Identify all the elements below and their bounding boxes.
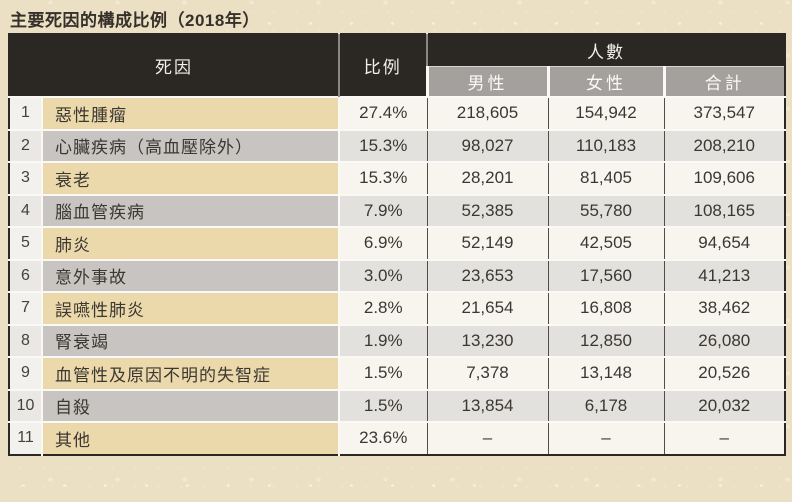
cause-cell: 血管性及原因不明的失智症 (41, 356, 339, 390)
table-row: 6 意外事故 3.0% 23,653 17,560 41,213 (9, 258, 785, 292)
cause-cell: 其他 (41, 421, 339, 455)
female-cell: 16,808 (547, 291, 664, 325)
total-cell: – (663, 421, 785, 455)
male-cell: 52,149 (426, 226, 548, 260)
cause-cell: 自殺 (41, 388, 339, 422)
table-row: 11 其他 23.6% – – – (9, 421, 785, 455)
ratio-cell: 23.6% (338, 421, 427, 455)
rank-cell: 6 (9, 258, 42, 292)
rank-cell: 5 (9, 226, 42, 260)
female-cell: 55,780 (547, 193, 664, 227)
cause-cell: 誤嚥性肺炎 (41, 291, 339, 325)
header-total: 合計 (662, 65, 785, 97)
rank-cell: 2 (9, 128, 42, 162)
rank-cell: 10 (9, 388, 42, 422)
header-count: 人數 (426, 34, 785, 66)
ratio-cell: 15.3% (338, 128, 427, 162)
cause-cell: 意外事故 (41, 258, 339, 292)
table-header: 死因 比例 人數 男性 女性 合計 (9, 34, 785, 97)
rank-cell: 11 (9, 421, 42, 455)
male-cell: 21,654 (426, 291, 548, 325)
male-cell: 218,605 (426, 96, 548, 130)
rank-cell: 3 (9, 161, 42, 195)
table-row: 7 誤嚥性肺炎 2.8% 21,654 16,808 38,462 (9, 291, 785, 325)
cause-cell: 惡性腫瘤 (41, 96, 339, 130)
ratio-cell: 6.9% (338, 226, 427, 260)
male-cell: – (426, 421, 548, 455)
header-female: 女性 (546, 65, 664, 97)
table-row: 5 肺炎 6.9% 52,149 42,505 94,654 (9, 226, 785, 260)
female-cell: 6,178 (547, 388, 664, 422)
table-row: 3 衰老 15.3% 28,201 81,405 109,606 (9, 161, 785, 195)
female-cell: 17,560 (547, 258, 664, 292)
rank-cell: 9 (9, 356, 42, 390)
male-cell: 13,854 (426, 388, 548, 422)
total-cell: 109,606 (663, 161, 785, 195)
page-title: 主要死因的構成比例（2018年） (10, 11, 260, 30)
ratio-cell: 15.3% (338, 161, 427, 195)
table-row: 1 惡性腫瘤 27.4% 218,605 154,942 373,547 (9, 96, 785, 130)
table-row: 4 腦血管疾病 7.9% 52,385 55,780 108,165 (9, 193, 785, 227)
mortality-table: 死因 比例 人數 男性 女性 合計 1 惡性腫瘤 27.4% 218,605 154,9… (8, 33, 786, 456)
male-cell: 52,385 (426, 193, 548, 227)
ratio-cell: 1.9% (338, 323, 427, 357)
table-row: 2 心臟疾病（高血壓除外） 15.3% 98,027 110,183 208,210 (9, 128, 785, 162)
male-cell: 13,230 (426, 323, 548, 357)
total-cell: 41,213 (663, 258, 785, 292)
female-cell: 13,148 (547, 356, 664, 390)
total-cell: 20,526 (663, 356, 785, 390)
cause-cell: 腎衰竭 (41, 323, 339, 357)
table-row: 8 腎衰竭 1.9% 13,230 12,850 26,080 (9, 323, 785, 357)
male-cell: 98,027 (426, 128, 548, 162)
cause-cell: 衰老 (41, 161, 339, 195)
female-cell: 110,183 (547, 128, 664, 162)
female-cell: 154,942 (547, 96, 664, 130)
table-row: 9 血管性及原因不明的失智症 1.5% 7,378 13,148 20,526 (9, 356, 785, 390)
table-row: 10 自殺 1.5% 13,854 6,178 20,032 (9, 388, 785, 422)
female-cell: 12,850 (547, 323, 664, 357)
ratio-cell: 1.5% (338, 356, 427, 390)
female-cell: – (547, 421, 664, 455)
ratio-cell: 2.8% (338, 291, 427, 325)
total-cell: 208,210 (663, 128, 785, 162)
total-cell: 26,080 (663, 323, 785, 357)
female-cell: 42,505 (547, 226, 664, 260)
table-body: 1 惡性腫瘤 27.4% 218,605 154,942 373,547 2 心臟疾病（高血壓… (9, 96, 785, 455)
ratio-cell: 3.0% (338, 258, 427, 292)
total-cell: 94,654 (663, 226, 785, 260)
cause-cell: 心臟疾病（高血壓除外） (41, 128, 339, 162)
male-cell: 28,201 (426, 161, 548, 195)
cause-cell: 腦血管疾病 (41, 193, 339, 227)
header-ratio: 比例 (338, 34, 427, 97)
total-cell: 108,165 (663, 193, 785, 227)
total-cell: 38,462 (663, 291, 785, 325)
ratio-cell: 7.9% (338, 193, 427, 227)
male-cell: 23,653 (426, 258, 548, 292)
cause-cell: 肺炎 (41, 226, 339, 260)
total-cell: 373,547 (663, 96, 785, 130)
male-cell: 7,378 (426, 356, 548, 390)
header-male: 男性 (425, 65, 548, 97)
rank-cell: 4 (9, 193, 42, 227)
female-cell: 81,405 (547, 161, 664, 195)
rank-cell: 1 (9, 96, 42, 130)
total-cell: 20,032 (663, 388, 785, 422)
ratio-cell: 27.4% (338, 96, 427, 130)
header-cause: 死因 (9, 34, 339, 97)
rank-cell: 8 (9, 323, 42, 357)
rank-cell: 7 (9, 291, 42, 325)
ratio-cell: 1.5% (338, 388, 427, 422)
